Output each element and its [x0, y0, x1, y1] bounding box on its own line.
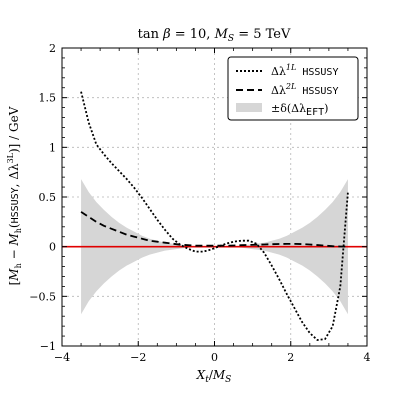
y-tick-label-5: 1.5 [39, 92, 57, 105]
legend-label-eft: ±δ(ΔλEFT) [271, 102, 328, 118]
x-tick-label-3: 2 [287, 351, 294, 364]
y-tick-label-2: 0 [49, 241, 56, 254]
axes [61, 47, 368, 347]
x-tick-label-2: 0 [211, 351, 218, 364]
x-tick-label-4: 4 [364, 351, 371, 364]
x-tick-label-0: −4 [54, 351, 70, 364]
series-line-2l [80, 211, 348, 248]
legend-swatch-band [236, 103, 262, 112]
y-axis-label: [Mh − Mh(HSSUSY, Δλ3L)] / GeV [6, 106, 23, 285]
legend-label-2l: Δλ2L HSSUSY [271, 82, 338, 97]
x-axis-label: Xt/MS [196, 368, 232, 385]
y-tick-label-6: 2 [49, 42, 56, 55]
x-tick-label-1: −2 [130, 351, 146, 364]
legend-label-1l: Δλ1L HSSUSY [271, 63, 338, 78]
series-layer [80, 91, 349, 341]
y-tick-label-1: −0.5 [29, 290, 56, 303]
y-tick-label-4: 1 [49, 141, 56, 154]
chart-title: tan β = 10, MS = 5 TeV [138, 27, 291, 44]
legend: Δλ1L HSSUSY Δλ2L HSSUSY ±δ(ΔλEFT) [227, 56, 359, 121]
y-tick-label-3: 0.5 [39, 191, 57, 204]
y-tick-label-0: −1 [40, 340, 56, 353]
tick-labels: −4 −2 0 2 4 −1 −0.5 0 0.5 1 1.5 2 [29, 42, 370, 364]
